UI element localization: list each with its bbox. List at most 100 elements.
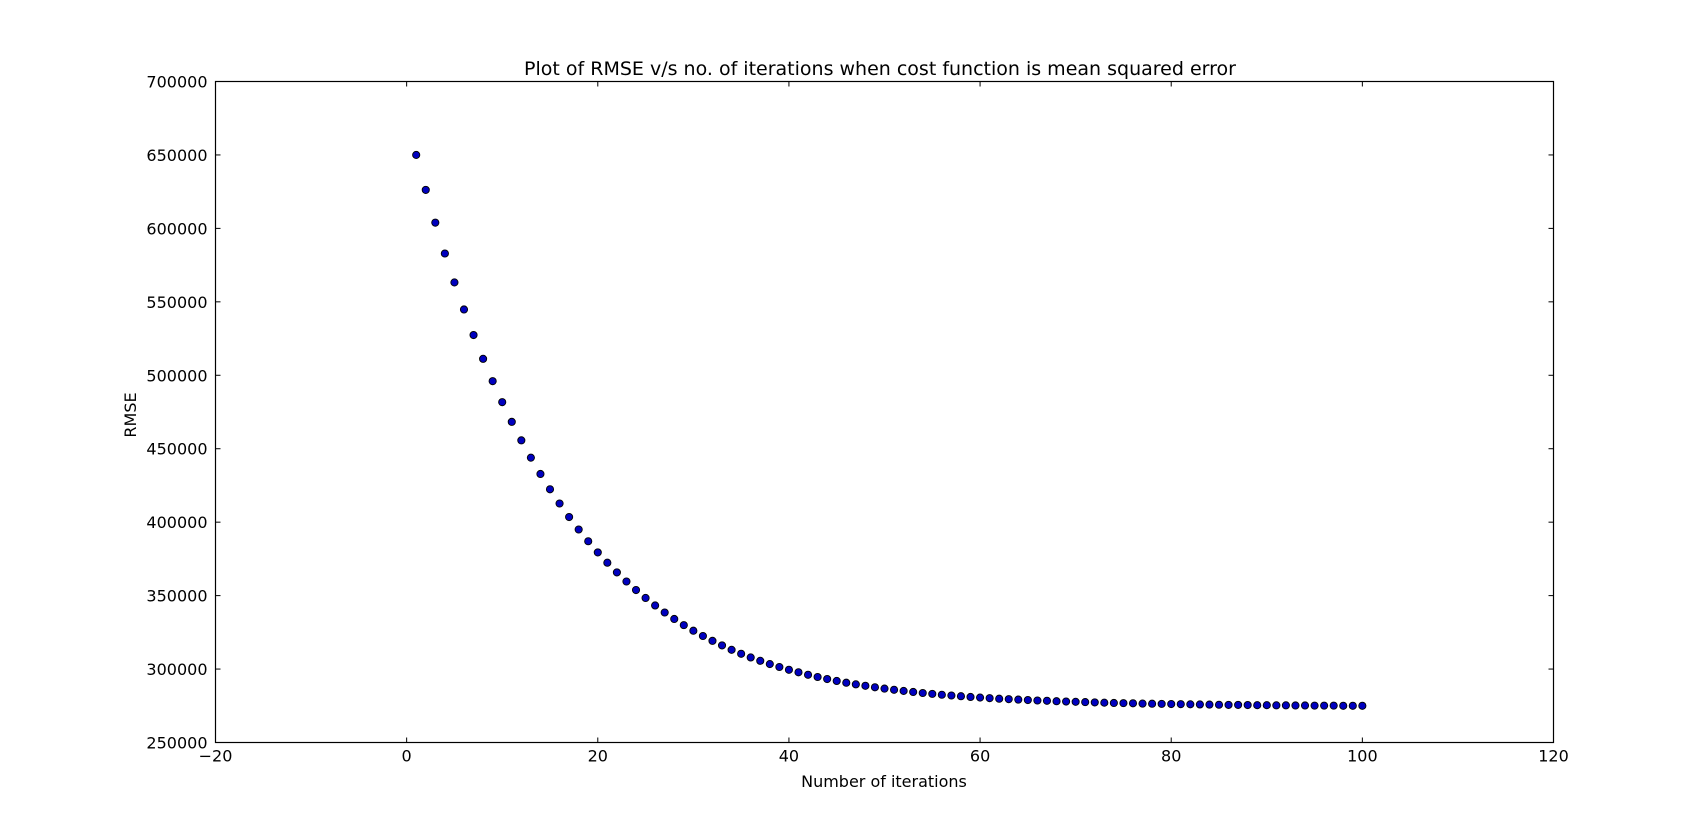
data-point xyxy=(1109,698,1118,708)
data-point xyxy=(1262,701,1271,710)
x-axis-ticks: −20 0 20 40 60 80 100 120 xyxy=(199,81,1569,766)
data-point xyxy=(890,685,899,694)
data-point xyxy=(526,453,535,462)
data-point xyxy=(584,537,593,546)
data-point xyxy=(1253,701,1262,710)
data-point xyxy=(995,694,1004,703)
data-point xyxy=(1167,699,1176,709)
data-point xyxy=(784,665,793,674)
data-point xyxy=(1042,696,1052,705)
data-point xyxy=(1062,697,1071,706)
data-point xyxy=(1339,701,1348,710)
data-point xyxy=(1291,701,1300,710)
y-axis-label: RMSE xyxy=(121,392,140,437)
x-tick-label: −20 xyxy=(199,747,233,766)
y-tick-label: 300000 xyxy=(146,660,207,679)
x-tick-label: 0 xyxy=(402,747,412,766)
data-point xyxy=(1081,698,1090,707)
data-point xyxy=(1243,700,1252,710)
data-point xyxy=(966,692,975,702)
data-point xyxy=(622,577,631,586)
data-point xyxy=(603,558,612,567)
x-tick-label: 80 xyxy=(1161,747,1181,766)
data-point xyxy=(976,693,985,702)
data-point xyxy=(1348,701,1357,710)
data-point xyxy=(421,185,430,194)
data-points xyxy=(412,150,1367,710)
data-point xyxy=(1157,699,1166,708)
data-point xyxy=(1205,700,1214,709)
y-axis-ticks: 250000 300000 350000 400000 450000 500000 5500… xyxy=(146,73,1554,753)
data-point xyxy=(717,641,727,650)
data-point xyxy=(746,653,755,662)
data-point xyxy=(861,681,870,690)
data-point xyxy=(1281,701,1290,710)
data-point xyxy=(1090,698,1099,707)
x-tick-label: 60 xyxy=(970,747,990,766)
data-point xyxy=(794,668,803,677)
data-point xyxy=(1004,695,1013,704)
data-point xyxy=(536,469,545,479)
data-point xyxy=(832,676,841,686)
data-point xyxy=(870,683,879,692)
x-tick-label: 20 xyxy=(588,747,608,766)
data-point xyxy=(1358,701,1367,710)
data-point xyxy=(1300,701,1310,710)
data-point xyxy=(842,678,851,687)
data-point xyxy=(507,417,516,426)
data-point xyxy=(698,631,707,641)
data-point xyxy=(1176,700,1185,709)
data-point xyxy=(775,662,784,672)
plot-frame xyxy=(214,80,1555,744)
data-point xyxy=(1128,699,1138,708)
data-point xyxy=(641,593,650,603)
data-point xyxy=(574,525,583,534)
data-point xyxy=(1014,695,1023,704)
data-point xyxy=(1033,696,1042,705)
data-point xyxy=(947,691,956,700)
data-point xyxy=(708,636,717,645)
data-point xyxy=(1186,700,1195,709)
data-point xyxy=(679,621,688,630)
x-tick-label: 40 xyxy=(779,747,799,766)
data-point xyxy=(765,660,774,669)
data-point xyxy=(431,218,440,227)
data-point xyxy=(565,512,574,522)
data-point xyxy=(1224,700,1233,709)
data-point xyxy=(488,377,497,386)
y-tick-label: 700000 xyxy=(146,73,207,92)
data-point xyxy=(469,330,478,340)
data-point xyxy=(660,608,669,617)
data-point xyxy=(1138,699,1147,708)
data-point xyxy=(1071,697,1080,706)
y-tick-label: 600000 xyxy=(146,219,207,238)
data-point xyxy=(985,694,994,703)
data-point xyxy=(909,687,918,697)
data-point xyxy=(545,485,555,494)
data-point xyxy=(670,614,679,624)
y-tick-label: 400000 xyxy=(146,513,207,532)
data-point xyxy=(1272,701,1281,710)
data-point xyxy=(1052,697,1061,706)
data-point xyxy=(918,688,927,698)
data-point xyxy=(813,672,822,682)
data-point xyxy=(459,305,469,314)
data-point xyxy=(851,680,860,689)
y-tick-label: 350000 xyxy=(146,587,207,606)
data-point xyxy=(440,249,449,258)
y-tick-label: 500000 xyxy=(146,366,207,385)
y-tick-label: 250000 xyxy=(146,734,207,753)
x-tick-label: 120 xyxy=(1538,747,1569,766)
data-point xyxy=(899,686,908,695)
y-tick-label: 650000 xyxy=(146,146,207,165)
data-point xyxy=(651,601,660,610)
y-tick-label: 550000 xyxy=(146,293,207,312)
data-point xyxy=(1119,699,1128,708)
data-point xyxy=(1214,700,1224,709)
data-point xyxy=(756,656,765,665)
data-point xyxy=(823,674,832,684)
data-point xyxy=(880,684,889,693)
data-point xyxy=(803,670,813,679)
chart-title: Plot of RMSE v/s no. of iterations when … xyxy=(524,58,1236,80)
